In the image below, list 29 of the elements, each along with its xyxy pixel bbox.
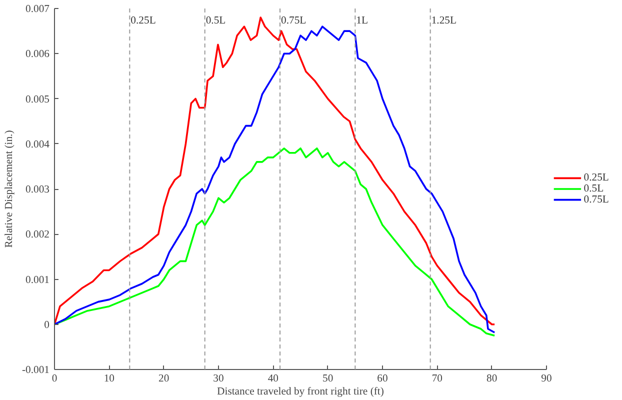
legend-label: 0.75L [584, 194, 609, 206]
x-tick-label: 30 [213, 374, 224, 384]
x-tick-label: 20 [158, 374, 170, 384]
y-tick-label: -0.001 [22, 365, 50, 376]
x-axis-title: Distance traveled by front right tire (ft) [217, 386, 384, 398]
x-tick-label: 10 [104, 374, 114, 384]
legend-label: 0.5L [584, 184, 604, 194]
x-tick-label: 90 [541, 374, 552, 384]
x-tick-label: 40 [268, 374, 278, 384]
y-tick-label: 0.002 [26, 230, 50, 241]
ref-line-label: 0.25L [130, 16, 156, 26]
y-tick-label: 0 [44, 320, 50, 331]
y-tick-label: 0.007 [26, 4, 50, 15]
y-tick-label: 0.006 [26, 49, 50, 60]
x-tick-label: 60 [377, 374, 388, 384]
y-axis-title: Relative Displacement (in.) [4, 130, 15, 248]
y-tick-label: 0.004 [26, 139, 50, 150]
x-tick-label: 0 [52, 374, 58, 384]
x-tick-label: 70 [432, 374, 442, 384]
y-tick-label: 0.005 [26, 94, 50, 106]
x-tick-label: 80 [486, 374, 498, 384]
ref-line-label: 0.75L [281, 16, 306, 26]
x-tick-label: 50 [322, 374, 334, 384]
y-tick-label: 0.001 [26, 274, 50, 286]
ref-line-label: 0.5L [206, 16, 226, 26]
legend-label: 0.25L [584, 172, 609, 184]
ref-line-label: 1.25L [431, 16, 457, 26]
y-tick-label: 0.003 [26, 184, 50, 196]
ref-line-label: 1L [356, 16, 368, 26]
